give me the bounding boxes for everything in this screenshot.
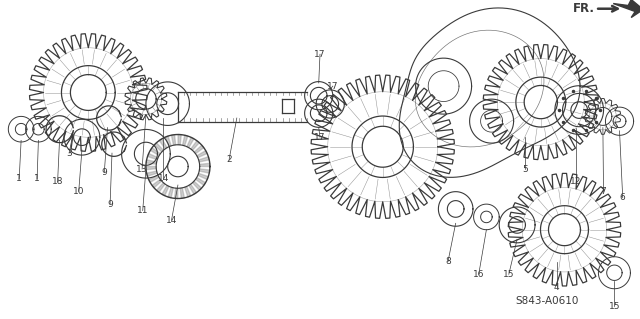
Polygon shape <box>185 186 191 197</box>
Polygon shape <box>200 163 210 167</box>
Polygon shape <box>189 184 196 194</box>
Text: 17: 17 <box>314 50 326 59</box>
Text: 13: 13 <box>136 165 148 174</box>
Text: 15: 15 <box>609 302 620 311</box>
Polygon shape <box>152 179 162 188</box>
Polygon shape <box>150 148 160 156</box>
Polygon shape <box>157 183 165 192</box>
Polygon shape <box>172 135 175 145</box>
Polygon shape <box>187 137 194 148</box>
Text: 4: 4 <box>554 283 559 292</box>
Text: 9: 9 <box>102 168 107 177</box>
Polygon shape <box>180 188 184 198</box>
Text: 18: 18 <box>52 177 63 186</box>
Polygon shape <box>168 187 173 198</box>
Text: 6: 6 <box>620 193 625 202</box>
Text: 1: 1 <box>17 174 22 183</box>
Polygon shape <box>148 153 158 160</box>
Polygon shape <box>148 175 159 182</box>
Polygon shape <box>175 188 178 198</box>
Text: 9: 9 <box>108 200 113 209</box>
Polygon shape <box>191 141 199 150</box>
Text: 14: 14 <box>166 216 177 225</box>
Text: 15: 15 <box>503 270 515 279</box>
Polygon shape <box>178 135 181 145</box>
Text: S843-A0610: S843-A0610 <box>515 296 579 307</box>
Text: 17: 17 <box>314 133 326 142</box>
Text: 5: 5 <box>522 165 527 174</box>
Polygon shape <box>182 135 188 146</box>
Text: 17: 17 <box>327 82 339 91</box>
Text: 3: 3 <box>67 149 72 158</box>
Polygon shape <box>199 169 210 173</box>
Polygon shape <box>196 177 205 185</box>
Polygon shape <box>194 145 204 154</box>
Text: 11: 11 <box>137 206 148 215</box>
Polygon shape <box>193 181 202 190</box>
Polygon shape <box>197 151 207 158</box>
Polygon shape <box>198 173 208 180</box>
Text: 8: 8 <box>445 257 451 266</box>
Polygon shape <box>613 0 640 18</box>
Polygon shape <box>146 160 157 164</box>
Text: 10: 10 <box>73 187 84 196</box>
Text: FR.: FR. <box>573 2 595 15</box>
Polygon shape <box>198 157 209 162</box>
Text: 12: 12 <box>570 177 582 186</box>
Polygon shape <box>154 143 163 152</box>
Text: 14: 14 <box>157 174 169 183</box>
Text: 2: 2 <box>227 155 232 164</box>
Polygon shape <box>146 167 156 170</box>
Polygon shape <box>162 185 169 196</box>
Polygon shape <box>165 136 171 147</box>
Text: 7: 7 <box>601 187 606 196</box>
Polygon shape <box>147 171 157 176</box>
Text: 1: 1 <box>35 174 40 183</box>
Text: 16: 16 <box>473 270 484 279</box>
Polygon shape <box>159 139 167 149</box>
